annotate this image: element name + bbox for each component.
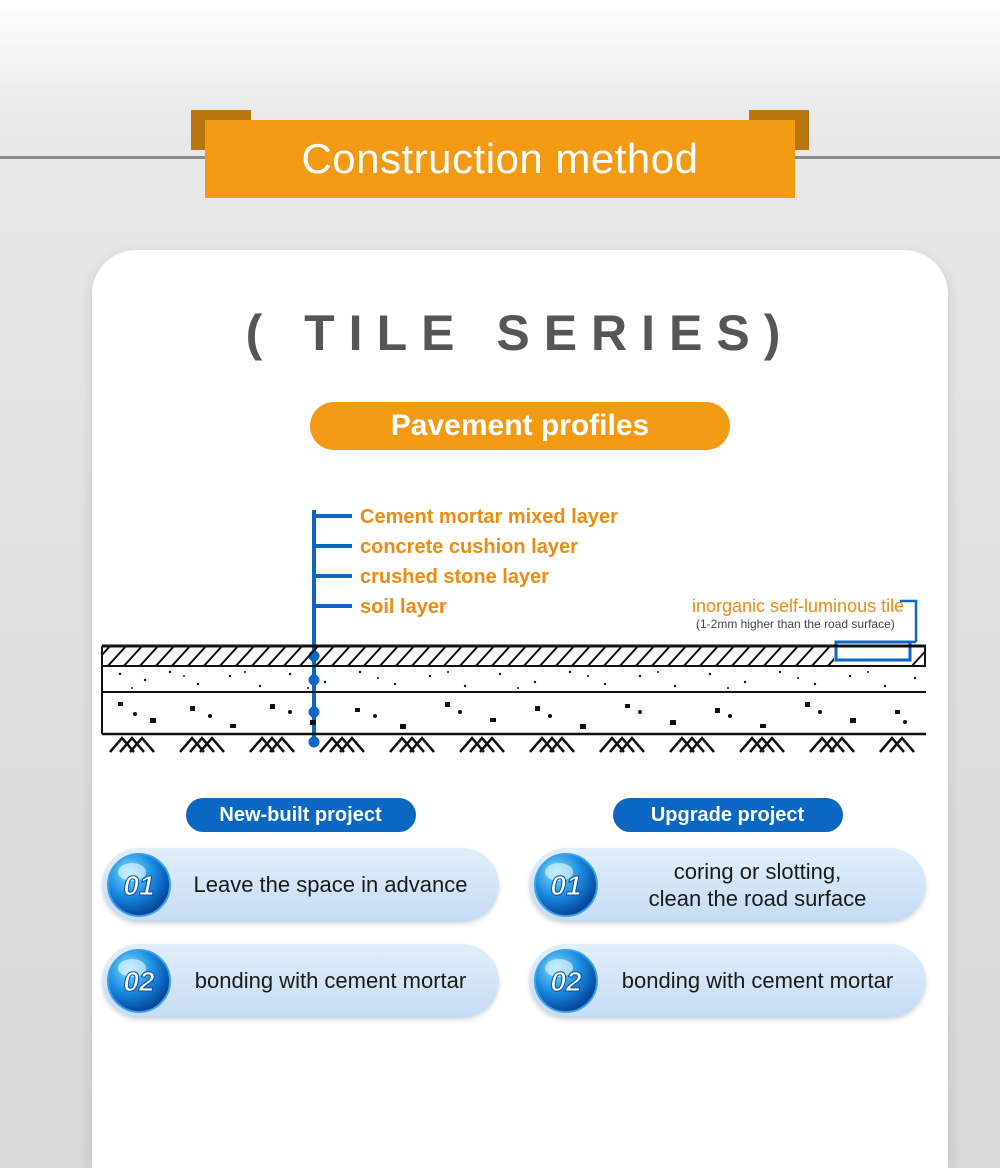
layer-label-1: concrete cushion layer xyxy=(360,536,578,558)
column-new-built: New-built project 01 Leave the space in … xyxy=(102,798,499,1040)
series-title: ( TILE SERIES) xyxy=(92,304,948,362)
step-label: bonding with cement mortar xyxy=(603,967,912,995)
top-white-strip xyxy=(0,0,1000,10)
profile-svg: Cement mortar mixed layer concrete cushi… xyxy=(100,496,926,786)
title-text: Construction method xyxy=(205,120,795,198)
tile-callout: inorganic self-luminous tile (1-2mm high… xyxy=(692,596,916,660)
step-num: 01 xyxy=(550,870,581,901)
step-number-ball: 02 xyxy=(533,948,599,1014)
profile-diagram: Cement mortar mixed layer concrete cushi… xyxy=(92,496,948,786)
layer-labels: Cement mortar mixed layer concrete cushi… xyxy=(360,506,618,618)
tile-callout-sub: (1-2mm higher than the road surface) xyxy=(696,617,895,631)
column-upgrade: Upgrade project 01 coring or slotting,cl… xyxy=(529,798,926,1040)
step-number-ball: 01 xyxy=(106,852,172,918)
step-right-1: 01 coring or slotting,clean the road sur… xyxy=(529,848,926,922)
step-columns: New-built project 01 Leave the space in … xyxy=(92,786,948,1040)
step-num: 02 xyxy=(550,966,582,997)
title-banner-wrap: Construction method xyxy=(0,110,1000,190)
step-num: 02 xyxy=(123,966,155,997)
tile-callout-title: inorganic self-luminous tile xyxy=(692,596,904,616)
title-ribbon: Construction method xyxy=(191,110,809,200)
layer-label-3: soil layer xyxy=(360,596,447,618)
step-left-2: 02 bonding with cement mortar xyxy=(102,944,499,1018)
step-label: Leave the space in advance xyxy=(176,871,485,899)
layer-label-2: crushed stone layer xyxy=(360,566,549,588)
content-card: ( TILE SERIES) Pavement profiles Cement … xyxy=(92,250,948,1168)
strata xyxy=(100,644,926,752)
step-label: coring or slotting,clean the road surfac… xyxy=(603,858,912,913)
subtitle-pill: Pavement profiles xyxy=(310,402,730,450)
step-number-ball: 02 xyxy=(106,948,172,1014)
step-label: bonding with cement mortar xyxy=(176,967,485,995)
layer-label-0: Cement mortar mixed layer xyxy=(360,506,618,528)
step-number-ball: 01 xyxy=(533,852,599,918)
step-left-1: 01 Leave the space in advance xyxy=(102,848,499,922)
col-head-left: New-built project xyxy=(186,798,416,832)
step-right-2: 02 bonding with cement mortar xyxy=(529,944,926,1018)
step-num: 01 xyxy=(123,870,154,901)
layer-leaders xyxy=(311,510,353,746)
col-head-right: Upgrade project xyxy=(613,798,843,832)
